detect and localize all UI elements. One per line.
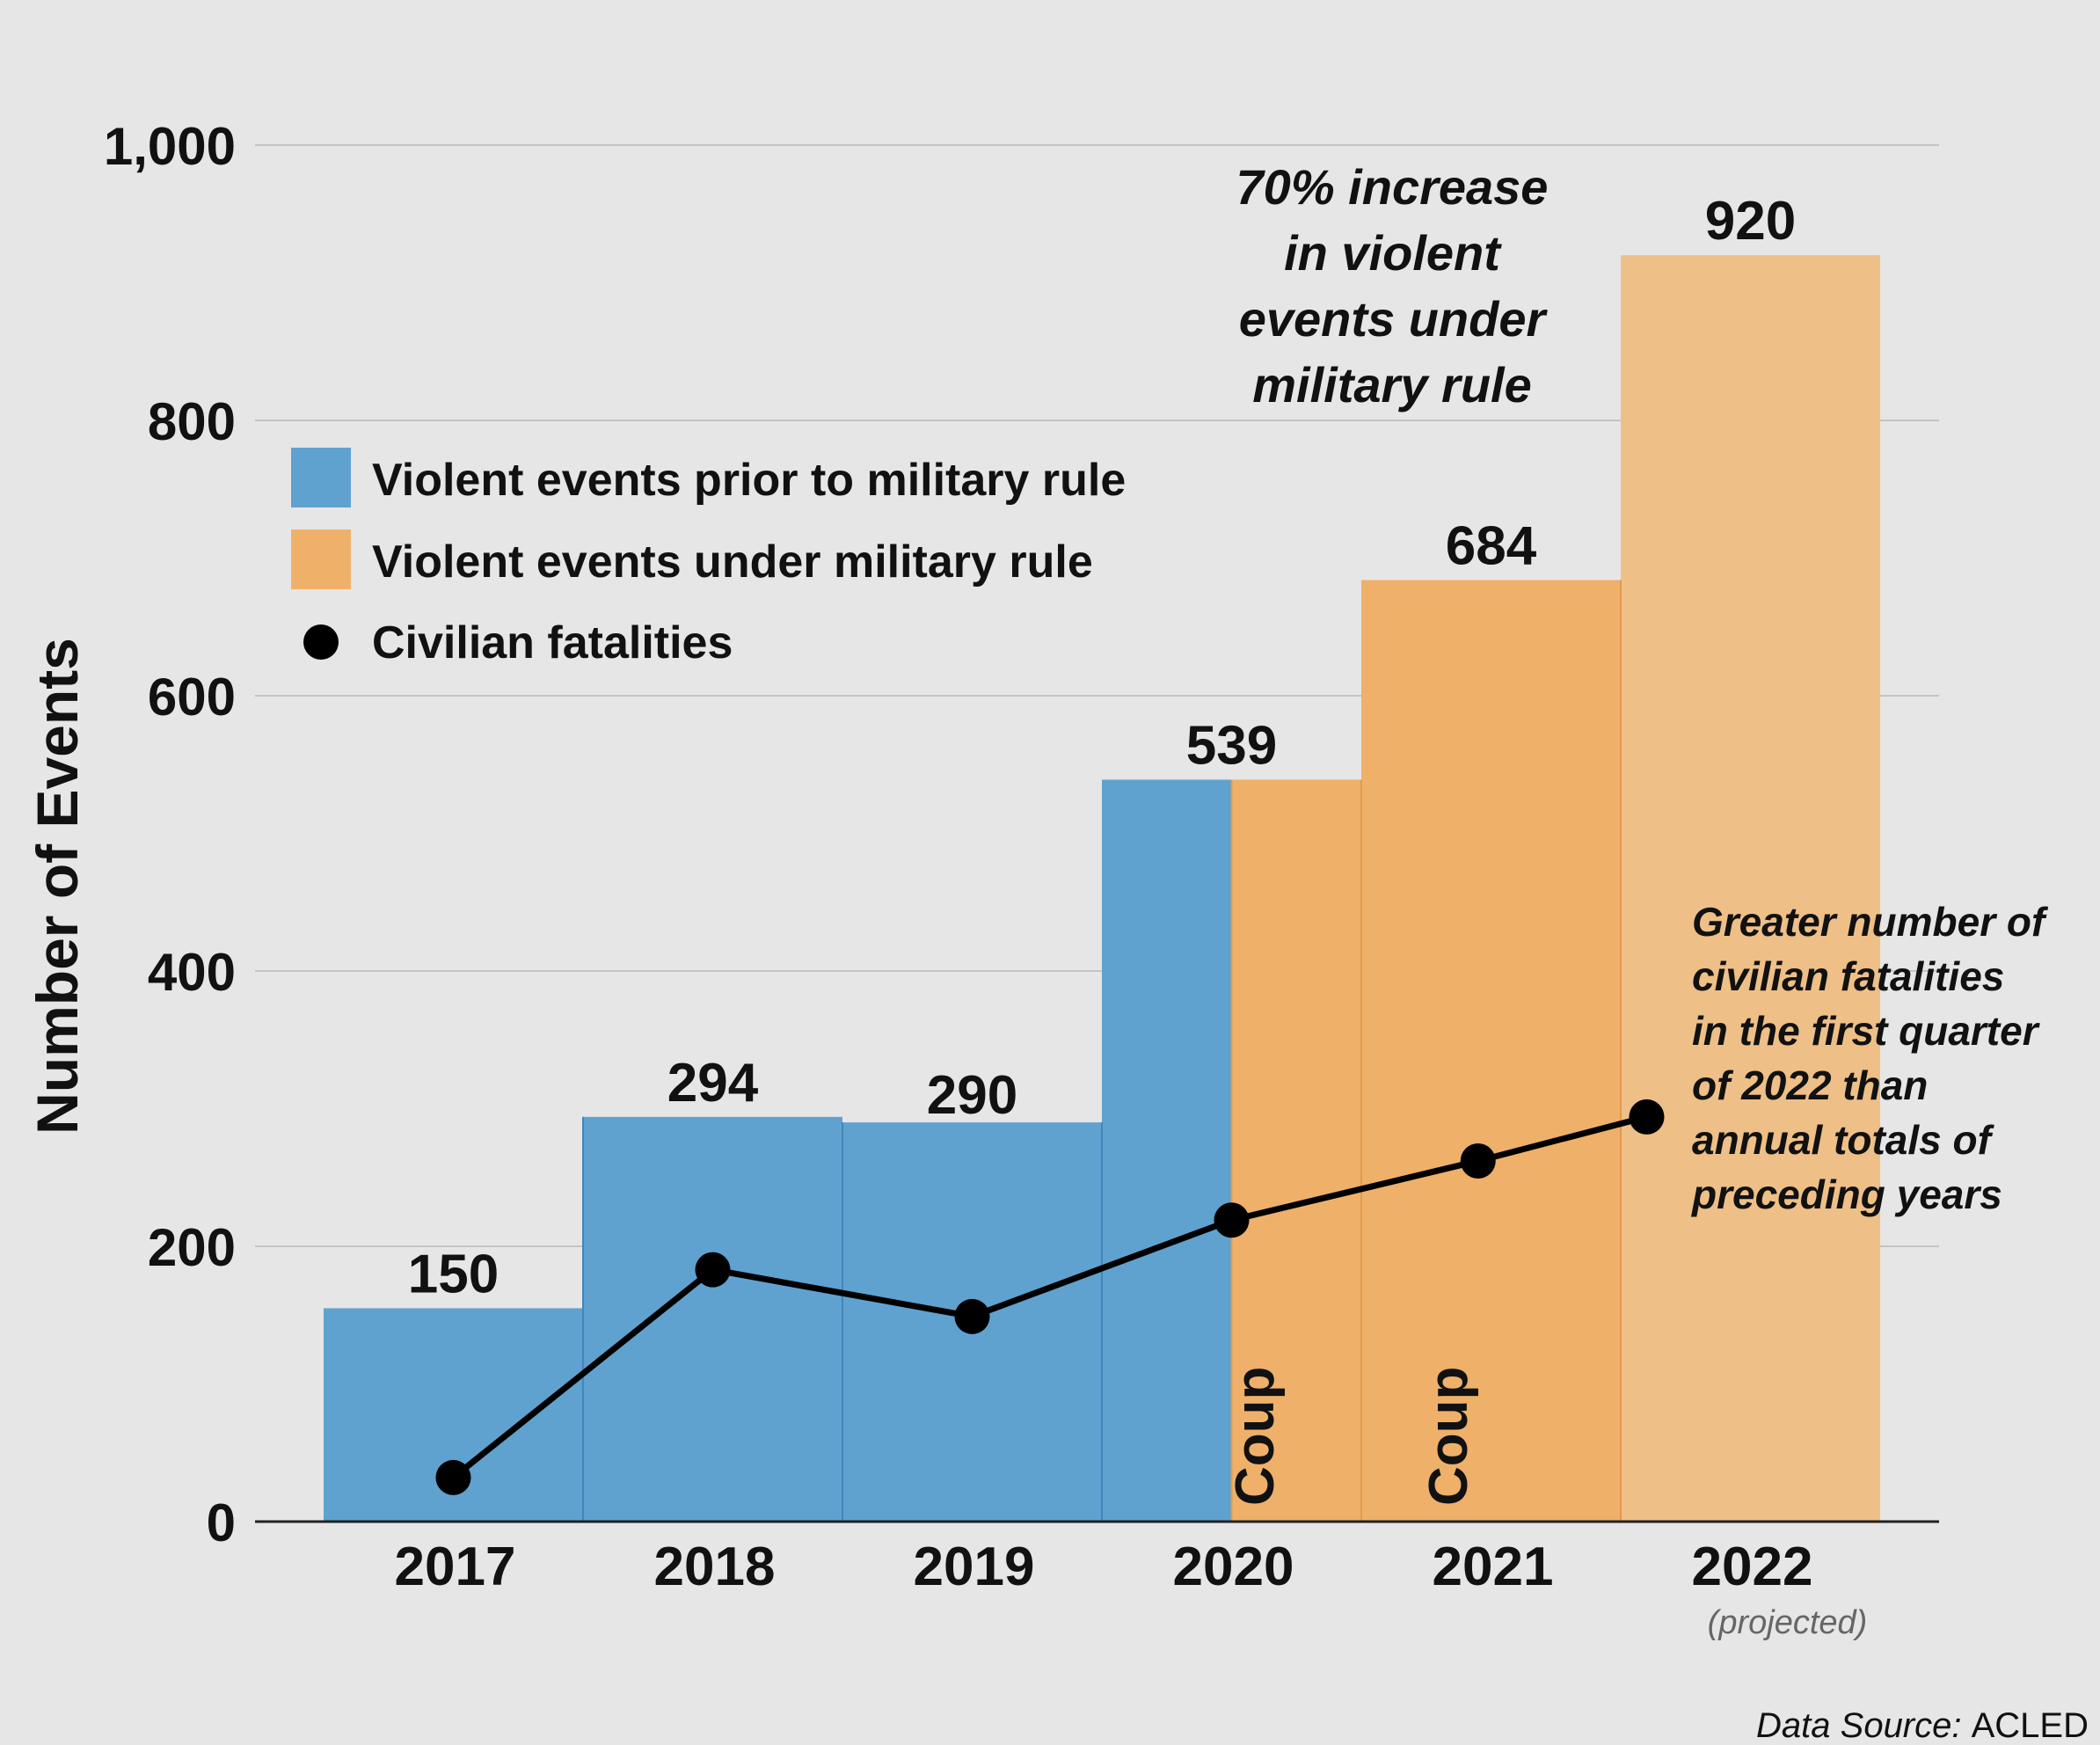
bar-military-2022 [1621, 255, 1880, 1522]
bar-label-2017: 150 [408, 1244, 499, 1304]
fatalities-point-2 [954, 1298, 990, 1334]
fatalities-point-3 [1214, 1202, 1250, 1238]
axes: 0 200 400 600 800 1,000 2017 2018 2019 2020 2021 20… [25, 117, 1939, 1641]
data-labels: 150 294 290 539 684 920 Coup Coup [408, 191, 1796, 1506]
y-tick-label-600: 600 [148, 668, 236, 726]
annotation-increase-line-1: in violent [1284, 225, 1502, 281]
y-tick-label-0: 0 [207, 1493, 236, 1552]
annotations: 70% increase in violent events under milita… [1236, 159, 2089, 1745]
bars [324, 255, 1880, 1522]
y-tick-label-800: 800 [148, 392, 236, 451]
data-source-name: ACLED [1972, 1706, 2089, 1741]
x-tick-label-2022: 2022 [1692, 1537, 1813, 1597]
y-tick-label-1000: 1,000 [104, 117, 236, 176]
y-axis-title: Number of Events [25, 638, 90, 1135]
annotation-increase-line-2: events under [1239, 291, 1549, 347]
annotation-fatalities-line-2: in the first quarter [1692, 1008, 2040, 1054]
bar-label-2021: 684 [1446, 516, 1537, 577]
coup-marker-0: Coup [1225, 1367, 1286, 1506]
fatalities-point-0 [435, 1459, 471, 1495]
x-tick-label-2019: 2019 [914, 1537, 1035, 1597]
annotation-fatalities-line-1: civilian fatalities [1692, 953, 2004, 999]
bar-label-2018: 294 [667, 1053, 759, 1113]
annotation-fatalities-line-4: annual totals of [1692, 1117, 1995, 1163]
x-tick-label-2017: 2017 [395, 1537, 516, 1597]
x-tick-note-2022: (projected) [1708, 1604, 1868, 1641]
bar-military-2020 [1231, 779, 1361, 1522]
x-tick-label-2020: 2020 [1173, 1537, 1294, 1597]
legend-swatch-0 [291, 448, 351, 507]
legend-dot-2 [303, 624, 339, 660]
bar-label-2020: 539 [1186, 715, 1277, 776]
bar-prior-2020 [1102, 779, 1232, 1522]
fatalities-point-4 [1460, 1143, 1496, 1179]
bar-military-2021 [1361, 580, 1621, 1522]
annotation-increase-line-0: 70% increase [1236, 159, 1549, 215]
legend-label-2: Civilian fatalities [372, 617, 733, 668]
x-tick-label-2021: 2021 [1433, 1537, 1554, 1597]
bar-label-2019: 290 [927, 1065, 1017, 1126]
legend-label-0: Violent events prior to military rule [372, 455, 1126, 506]
annotation-increase-line-3: military rule [1252, 357, 1531, 413]
y-tick-label-200: 200 [148, 1218, 236, 1277]
fatalities-point-5 [1629, 1099, 1665, 1135]
fatalities-line [435, 1099, 1665, 1495]
fatalities-point-1 [695, 1252, 731, 1288]
annotation-fatalities-line-5: preceding years [1690, 1172, 2002, 1217]
annotation-fatalities-line-3: of 2022 than [1692, 1062, 1928, 1108]
legend-swatch-1 [291, 529, 351, 589]
coup-marker-1: Coup [1418, 1367, 1479, 1506]
annotation-fatalities-line-0: Greater number of [1692, 899, 2049, 945]
fatalities-polyline [451, 1113, 1648, 1480]
x-tick-label-2018: 2018 [654, 1537, 776, 1597]
legend: Violent events prior to military rule Vio… [291, 448, 1126, 668]
bar-prior-2018 [583, 1116, 842, 1522]
legend-label-1: Violent events under military rule [372, 537, 1093, 588]
data-source: Data Source: ACLED [1756, 1706, 2089, 1741]
bar-label-2022: 920 [1705, 191, 1796, 252]
y-tick-label-400: 400 [148, 943, 236, 1002]
data-source-prefix: Data Source: [1756, 1706, 1972, 1741]
